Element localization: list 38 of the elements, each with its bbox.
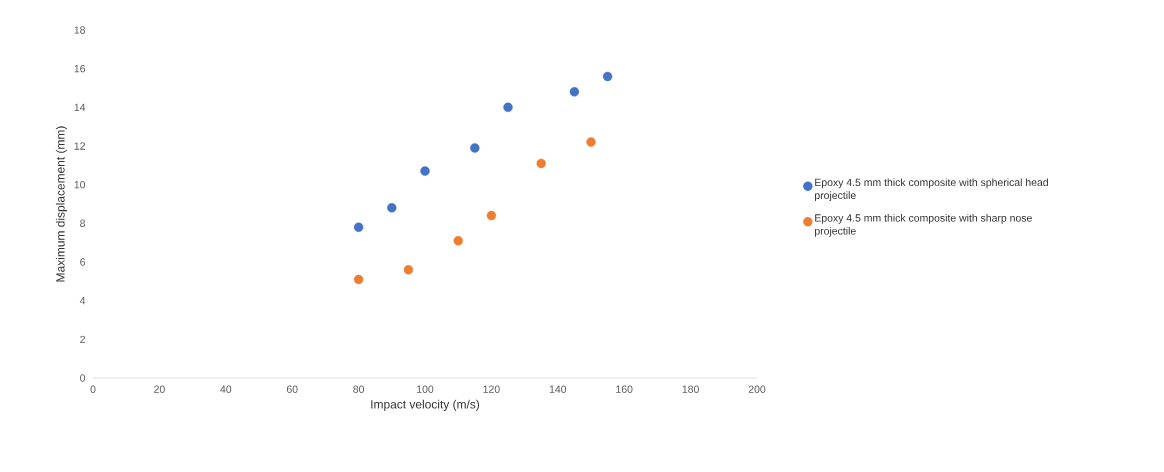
y-tick-label: 12 (74, 142, 85, 150)
y-tick-label: 14 (74, 103, 86, 111)
x-tick-label: 0 (90, 385, 96, 393)
legend-label: Epoxy 4.5 mm thick composite with spherical head projectile (815, 178, 1048, 202)
point (536, 158, 546, 169)
point (586, 137, 596, 147)
y-tick-label: 0 (80, 374, 86, 382)
y-tick-label: 6 (80, 258, 86, 266)
y-tick-label: 8 (80, 219, 86, 228)
y-axis-title: Maximum displacement (mm) (55, 126, 68, 282)
x-tick-label: 120 (483, 385, 500, 393)
y-tick-label: 10 (74, 180, 86, 189)
point (387, 203, 397, 213)
point (353, 222, 364, 232)
legend-label: Epoxy 4.5 mm thick composite with sharp nose projectile (815, 213, 1032, 237)
x-tick-label: 80 (353, 385, 365, 393)
x-tick-label: 180 (682, 385, 699, 393)
x-tick-label: 140 (549, 385, 567, 393)
y-tick-label: 18 (74, 26, 86, 34)
y-tick-label: 4 (79, 297, 86, 305)
x-tick-label: 100 (417, 385, 434, 393)
point (486, 210, 497, 221)
x-tick-label: 40 (220, 385, 232, 393)
x-tick-label: 60 (286, 385, 298, 393)
y-tick-label: 2 (80, 335, 85, 343)
x-tick-label: 200 (748, 385, 766, 393)
x-tick-label: 160 (616, 385, 633, 393)
point (453, 236, 463, 246)
y-tick-label: 16 (74, 64, 86, 73)
x-tick-label: 20 (154, 385, 165, 393)
point (403, 265, 414, 275)
point (602, 71, 613, 82)
point (353, 274, 364, 285)
point (420, 166, 430, 176)
point (470, 143, 480, 153)
x-axis-title: Impact velocity (m/s) (371, 399, 480, 411)
point (569, 87, 580, 97)
point (503, 102, 513, 113)
